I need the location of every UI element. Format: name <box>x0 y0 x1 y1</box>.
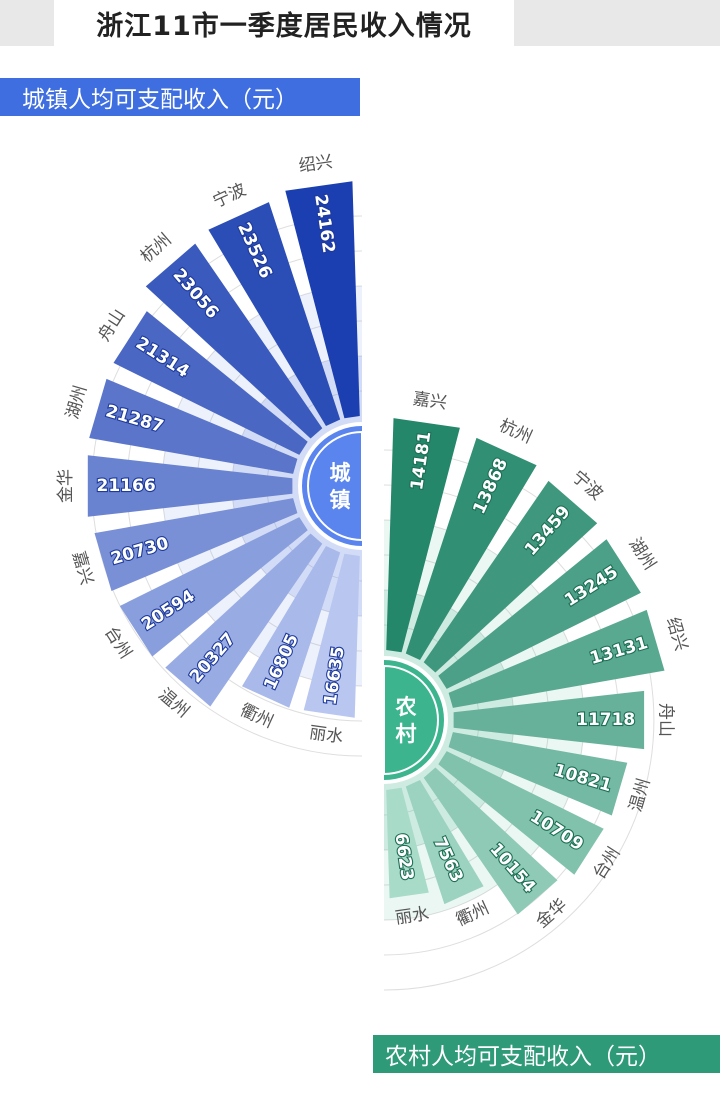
bar-衢州 <box>405 780 484 905</box>
category-label: 嘉兴 <box>68 549 97 587</box>
bar-金华 <box>423 767 558 915</box>
category-label: 丽水 <box>394 904 431 929</box>
value-label: 11718 <box>576 710 635 730</box>
category-label: 绍兴 <box>662 615 691 653</box>
bar-杭州 <box>405 437 537 660</box>
bar-杭州 <box>145 243 323 439</box>
category-label: 舟山 <box>94 306 129 345</box>
category-label: 杭州 <box>496 416 535 448</box>
category-label: 湖州 <box>624 534 659 573</box>
bar-衢州 <box>242 546 341 708</box>
category-label: 丽水 <box>308 723 345 748</box>
bar-嘉兴 <box>94 498 298 591</box>
category-label: 台州 <box>590 844 625 883</box>
category-label: 嘉兴 <box>412 389 449 414</box>
center-ring <box>307 430 363 542</box>
bar-湖州 <box>89 378 298 474</box>
bar-舟山 <box>113 311 308 455</box>
center-label-char: 镇 <box>330 488 351 512</box>
center-ring <box>383 664 439 776</box>
bar-绍兴 <box>285 181 360 419</box>
rural-series-label: 农村人均可支配收入（元） <box>373 1035 720 1073</box>
bar-嘉兴 <box>386 418 460 653</box>
page-title: 浙江11市一季度居民收入情况 <box>54 0 514 46</box>
category-label: 衢州 <box>237 699 277 732</box>
bar-舟山 <box>453 690 645 750</box>
category-label: 湖州 <box>63 383 92 421</box>
category-label: 宁波 <box>210 180 249 212</box>
bar-丽水 <box>386 787 429 899</box>
center-label-char: 村 <box>396 722 417 746</box>
bar-湖州 <box>438 539 641 689</box>
urban-series-label: 城镇人均可支配收入（元） <box>0 78 360 116</box>
category-label: 温州 <box>154 685 193 722</box>
category-label: 舟山 <box>656 703 676 737</box>
category-label: 宁波 <box>568 467 607 504</box>
bar-台州 <box>119 517 308 657</box>
value-label: 21166 <box>97 476 156 496</box>
center-label-char: 农 <box>395 695 417 719</box>
urban-chart: 24162绍兴23526宁波23056杭州21314舟山21287湖州21166… <box>56 152 363 757</box>
category-label: 绍兴 <box>297 152 334 177</box>
bar-温州 <box>165 533 323 707</box>
bar-金华 <box>87 455 293 517</box>
bar-宁波 <box>208 202 341 426</box>
category-label: 金华 <box>532 895 571 932</box>
bar-丽水 <box>303 553 360 718</box>
category-label: 温州 <box>626 776 655 814</box>
bar-台州 <box>438 751 604 875</box>
category-label: 杭州 <box>137 230 176 267</box>
category-label: 台州 <box>100 623 135 662</box>
bar-宁波 <box>423 480 598 673</box>
category-label: 金华 <box>56 469 76 503</box>
bar-绍兴 <box>448 609 665 708</box>
bar-温州 <box>448 732 628 816</box>
center-label-char: 城 <box>330 461 351 485</box>
